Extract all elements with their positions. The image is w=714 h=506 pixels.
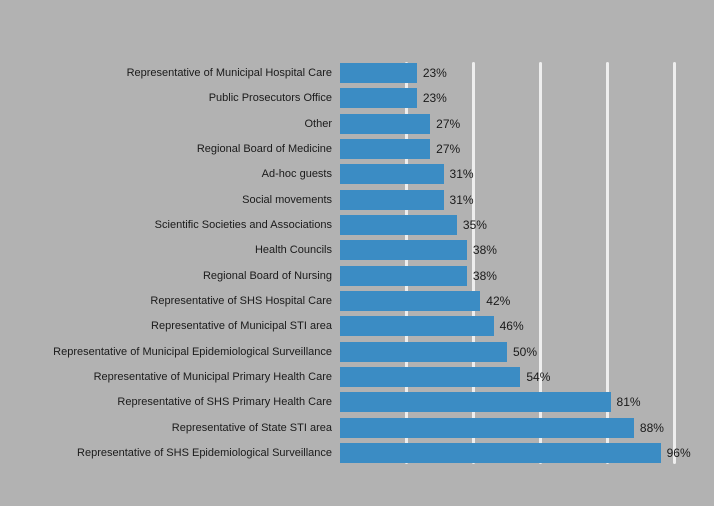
row-label: Regional Board of Medicine: [20, 143, 340, 155]
bar-value: 31%: [444, 167, 474, 181]
chart-row: Representative of SHS Hospital Care 42%: [20, 290, 674, 312]
bar-wrap: 42%: [340, 290, 674, 312]
bar-value: 35%: [457, 218, 487, 232]
chart-row: Ad-hoc guests 31%: [20, 163, 674, 185]
chart-row: Public Prosecutors Office 23%: [20, 87, 674, 109]
row-label: Ad-hoc guests: [20, 168, 340, 180]
bar-value: 38%: [467, 269, 497, 283]
bar-wrap: 54%: [340, 366, 674, 388]
chart-row: Representative of Municipal Primary Heal…: [20, 366, 674, 388]
bar-wrap: 81%: [340, 391, 674, 413]
bar-value: 27%: [430, 117, 460, 131]
chart-row: Representative of Municipal STI area 46%: [20, 315, 674, 337]
row-label: Representative of SHS Primary Health Car…: [20, 396, 340, 408]
bar-wrap: 38%: [340, 239, 674, 261]
bar: [340, 316, 494, 336]
bar: [340, 139, 430, 159]
chart-row: Regional Board of Nursing 38%: [20, 265, 674, 287]
bar: [340, 215, 457, 235]
chart-row: Representative of Municipal Epidemiologi…: [20, 341, 674, 363]
bar-wrap: 35%: [340, 214, 674, 236]
row-label: Public Prosecutors Office: [20, 92, 340, 104]
chart-row: Regional Board of Medicine 27%: [20, 138, 674, 160]
row-label: Representative of Municipal Primary Heal…: [20, 371, 340, 383]
bar-value: 42%: [480, 294, 510, 308]
chart-row: Social movements 31%: [20, 189, 674, 211]
bar-wrap: 23%: [340, 87, 674, 109]
row-label: Regional Board of Nursing: [20, 270, 340, 282]
bar-wrap: 50%: [340, 341, 674, 363]
bar-value: 46%: [494, 319, 524, 333]
bar: [340, 291, 480, 311]
bar-value: 96%: [661, 446, 691, 460]
chart-row: Representative of Municipal Hospital Car…: [20, 62, 674, 84]
bar: [340, 88, 417, 108]
bar: [340, 266, 467, 286]
bar-wrap: 96%: [340, 442, 674, 464]
chart-row: Representative of SHS Primary Health Car…: [20, 391, 674, 413]
bar: [340, 418, 634, 438]
bar-value: 81%: [611, 395, 641, 409]
bar-value: 23%: [417, 66, 447, 80]
row-label: Representative of Municipal STI area: [20, 320, 340, 332]
bar-value: 54%: [520, 370, 550, 384]
bar: [340, 392, 611, 412]
bar-value: 50%: [507, 345, 537, 359]
bar-value: 38%: [467, 243, 497, 257]
bar: [340, 63, 417, 83]
chart-row: Health Councils 38%: [20, 239, 674, 261]
plot-area: Representative of Municipal Hospital Car…: [20, 62, 674, 464]
chart-container: Representative of Municipal Hospital Car…: [0, 0, 714, 506]
row-label: Other: [20, 118, 340, 130]
row-label: Representative of Municipal Epidemiologi…: [20, 346, 340, 358]
bar-wrap: 23%: [340, 62, 674, 84]
bar-wrap: 27%: [340, 113, 674, 135]
chart-row: Scientific Societies and Associations 35%: [20, 214, 674, 236]
row-label: Social movements: [20, 194, 340, 206]
bar-wrap: 27%: [340, 138, 674, 160]
row-label: Representative of State STI area: [20, 422, 340, 434]
bar-value: 88%: [634, 421, 664, 435]
chart-row: Representative of State STI area 88%: [20, 417, 674, 439]
bar-value: 27%: [430, 142, 460, 156]
bar: [340, 443, 661, 463]
chart-rows: Representative of Municipal Hospital Car…: [20, 62, 674, 464]
row-label: Representative of Municipal Hospital Car…: [20, 67, 340, 79]
bar-wrap: 31%: [340, 189, 674, 211]
row-label: Health Councils: [20, 244, 340, 256]
bar: [340, 240, 467, 260]
row-label: Representative of SHS Epidemiological Su…: [20, 447, 340, 459]
bar: [340, 190, 444, 210]
bar-value: 23%: [417, 91, 447, 105]
chart-row: Other 27%: [20, 113, 674, 135]
row-label: Representative of SHS Hospital Care: [20, 295, 340, 307]
bar: [340, 342, 507, 362]
bar-wrap: 46%: [340, 315, 674, 337]
bar-wrap: 38%: [340, 265, 674, 287]
bar-wrap: 88%: [340, 417, 674, 439]
bar: [340, 367, 520, 387]
bar-wrap: 31%: [340, 163, 674, 185]
bar: [340, 164, 444, 184]
bar-value: 31%: [444, 193, 474, 207]
bar: [340, 114, 430, 134]
chart-row: Representative of SHS Epidemiological Su…: [20, 442, 674, 464]
row-label: Scientific Societies and Associations: [20, 219, 340, 231]
